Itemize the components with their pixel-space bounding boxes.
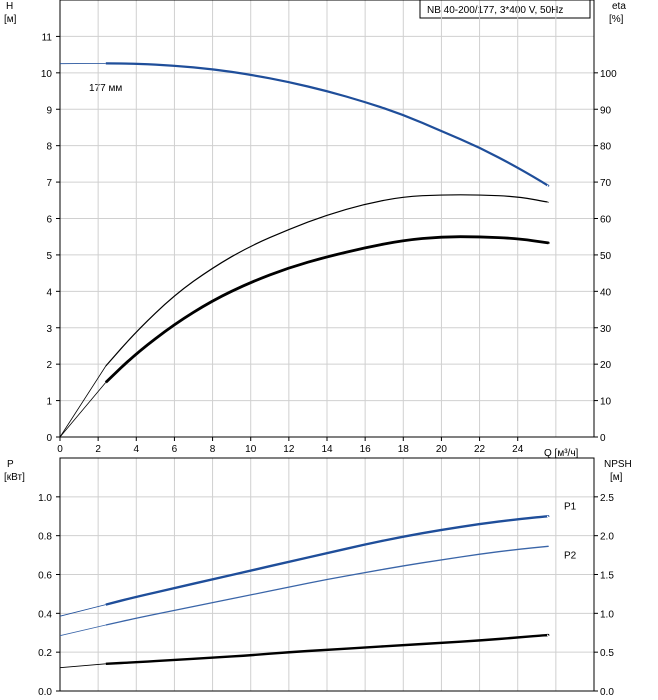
bottom-y-left-tick-label: 0.6 <box>38 571 52 582</box>
bottom-y-right-tick-label: 2.5 <box>600 493 614 504</box>
top-y-right-tick-label: 80 <box>600 142 612 153</box>
bottom-y-left-tick-label: 0.2 <box>38 648 52 659</box>
top-y-right-tick-label: 50 <box>600 251 612 262</box>
series-label-p2: P2 <box>564 550 577 561</box>
x-tick-label: 10 <box>245 444 257 455</box>
x-tick-label: 20 <box>436 444 448 455</box>
top-y-left-label-line1: H <box>6 1 13 12</box>
impeller-annotation: 177 мм <box>89 83 122 94</box>
top-y-right-tick-label: 60 <box>600 215 612 226</box>
series-label-p1: P1 <box>564 501 577 512</box>
bottom-series-0-extension <box>59 604 106 617</box>
top-y-left-tick-label: 2 <box>46 360 52 371</box>
x-tick-label: 12 <box>283 444 295 455</box>
x-tick-label: 6 <box>172 444 178 455</box>
bottom-y-right-tick-label: 1.5 <box>600 571 614 582</box>
top-y-right-tick-label: 10 <box>600 397 612 408</box>
x-tick-label: 18 <box>398 444 410 455</box>
top-y-left-tick-label: 4 <box>46 287 52 298</box>
bottom-series-1-extension <box>59 624 106 637</box>
top-y-right-label-line2: [%] <box>609 14 624 25</box>
bottom-series-2-line <box>105 633 550 665</box>
x-tick-label: 4 <box>134 444 140 455</box>
top-y-right-tick-label: 70 <box>600 178 612 189</box>
x-tick-label: 22 <box>474 444 486 455</box>
bottom-y-left-tick-label: 1.0 <box>38 493 52 504</box>
top-y-right-tick-label: 90 <box>600 105 612 116</box>
top-y-left-tick-label: 5 <box>46 251 52 262</box>
bottom-y-right-tick-label: 0.0 <box>600 687 614 698</box>
top-y-right-tick-label: 100 <box>600 69 617 80</box>
top-series-1-line <box>105 194 549 367</box>
top-y-left-tick-label: 3 <box>46 324 52 335</box>
x-tick-label: 2 <box>95 444 101 455</box>
top-y-right-tick-label: 40 <box>600 287 612 298</box>
top-y-right-tick-label: 0 <box>600 433 606 444</box>
chart-title: NB 40-200/177, 3*400 V, 50Hz <box>427 5 563 16</box>
top-series-2-extension <box>59 382 107 438</box>
top-series-0-line <box>105 62 550 187</box>
bottom-y-right-tick-label: 1.0 <box>600 609 614 620</box>
top-series-2-line <box>104 235 550 384</box>
bottom-y-left-label-line1: P <box>7 459 14 470</box>
bottom-series-2-extension <box>59 663 106 669</box>
x-tick-label: 16 <box>360 444 372 455</box>
top-y-left-tick-label: 1 <box>46 397 52 408</box>
bottom-y-right-label-line1: NPSH <box>604 459 632 470</box>
bottom-series-0-line <box>105 515 550 606</box>
x-axis-label: Q [м³/ч] <box>544 448 579 459</box>
top-y-left-tick-label: 0 <box>46 433 52 444</box>
top-y-left-tick-label: 10 <box>41 69 53 80</box>
x-tick-label: 14 <box>321 444 333 455</box>
bottom-y-left-tick-label: 0.8 <box>38 532 52 543</box>
top-y-right-tick-label: 20 <box>600 360 612 371</box>
bottom-y-left-tick-label: 0.0 <box>38 687 52 698</box>
bottom-y-right-tick-label: 0.5 <box>600 648 614 659</box>
top-series-1-extension <box>59 365 107 438</box>
x-tick-label: 24 <box>512 444 524 455</box>
top-y-left-tick-label: 8 <box>46 142 52 153</box>
bottom-y-right-tick-label: 2.0 <box>600 532 614 543</box>
bottom-y-right-label-line2: [м] <box>610 472 623 483</box>
top-y-right-tick-label: 30 <box>600 324 612 335</box>
top-y-left-tick-label: 7 <box>46 178 52 189</box>
x-tick-label: 8 <box>210 444 216 455</box>
top-y-left-tick-label: 9 <box>46 105 52 116</box>
bottom-y-left-label-line2: [кВт] <box>4 472 25 483</box>
title-box <box>419 0 591 19</box>
bottom-y-left-tick-label: 0.4 <box>38 609 52 620</box>
top-y-right-label-line1: eta <box>612 1 626 12</box>
top-y-left-tick-label: 6 <box>46 215 52 226</box>
top-y-left-label-line2: [м] <box>4 14 17 25</box>
x-tick-label: 0 <box>57 444 63 455</box>
bottom-series-1-line <box>105 545 549 626</box>
top-y-left-tick-label: 11 <box>42 32 53 43</box>
